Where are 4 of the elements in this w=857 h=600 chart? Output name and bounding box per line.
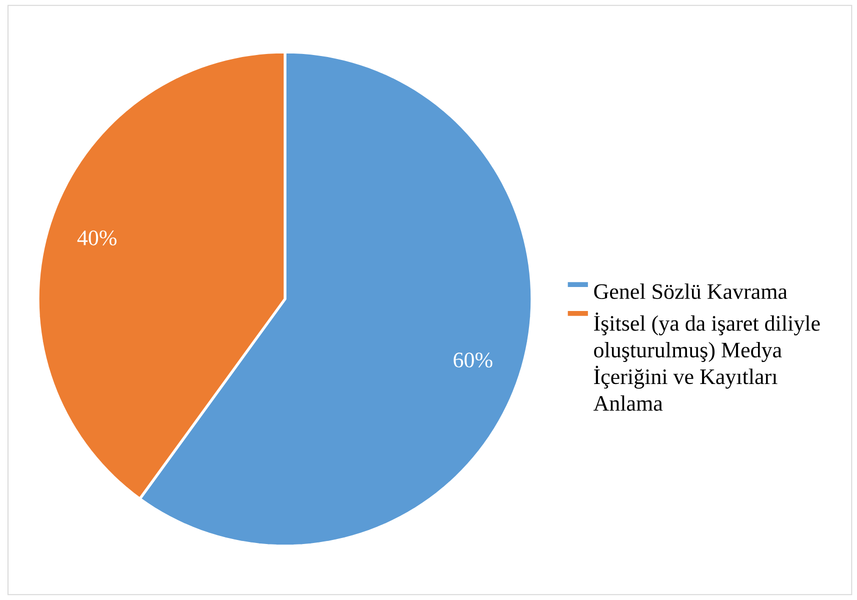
data-label: 60% bbox=[454, 352, 492, 368]
legend-label: Genel Sözlü Kavrama bbox=[594, 284, 788, 300]
data-label: 40% bbox=[77, 230, 116, 246]
legend-label: İşitsel (ya da işaret diliyle oluşturulmuş) Medya İçeriğini ve Kayıtları Anlama bbox=[593, 312, 820, 411]
